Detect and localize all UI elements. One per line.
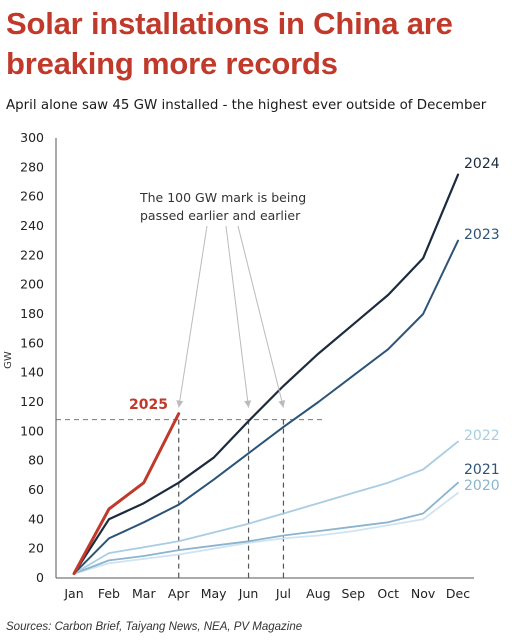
y-tick-label: 180 <box>20 306 44 321</box>
x-tick-label: Nov <box>411 586 436 601</box>
line-chart: 0 20 40 60 80 100 120 140 160 180 200 220 240 260 280 3… <box>3 130 500 601</box>
annotation-arrowhead <box>176 400 184 408</box>
series-label-2021: 2021 <box>464 462 500 478</box>
milestone-drop-lines <box>178 419 285 578</box>
axes: 0 20 40 60 80 100 120 140 160 180 200 220 240 260 280 3… <box>3 130 474 601</box>
series-line-2020 <box>73 491 459 575</box>
chart-subtitle: April alone saw 45 GW installed - the hi… <box>6 98 487 113</box>
x-tick-label: Feb <box>98 586 120 601</box>
annotation-arrowhead <box>278 399 286 408</box>
series-line-2024 <box>72 173 460 575</box>
y-tick-label: 40 <box>28 511 44 526</box>
y-tick-label: 160 <box>20 335 44 350</box>
x-tick-label: Oct <box>377 586 399 601</box>
chart-title: Solar installations in China are breakin… <box>6 6 453 81</box>
y-tick-label: 280 <box>20 159 44 174</box>
series-line-2025 <box>72 412 181 576</box>
annotation-layer: The 100 GW mark is being passed earlier a… <box>139 190 306 408</box>
series-label-2024: 2024 <box>464 156 500 172</box>
annotation-arrow <box>178 225 208 408</box>
y-tick-label: 260 <box>20 189 44 204</box>
x-tick-label: Sep <box>341 586 365 601</box>
y-tick-label: 200 <box>20 277 44 292</box>
y-tick-label: 140 <box>20 365 44 380</box>
y-tick-label: 80 <box>28 453 44 468</box>
source-note: Sources: Carbon Brief, Taiyang News, NEA… <box>6 621 303 633</box>
x-tick-label: Jun <box>238 586 259 601</box>
x-tick-label: Aug <box>306 586 330 601</box>
series-label-2023: 2023 <box>464 227 500 243</box>
series-label-2025: 2025 <box>129 397 168 413</box>
x-tick-label: Jan <box>63 586 83 601</box>
annotation-arrowhead <box>244 400 252 408</box>
series-line-2022 <box>73 440 459 575</box>
x-tick-label: Apr <box>168 586 190 601</box>
annotation-text: The 100 GW mark is being <box>139 190 306 205</box>
y-tick-label: 240 <box>20 218 44 233</box>
series-label-2020: 2020 <box>464 478 500 494</box>
y-tick-label: 220 <box>20 247 44 262</box>
series-lines <box>72 173 460 576</box>
x-tick-label: Mar <box>132 586 156 601</box>
y-tick-label: 0 <box>36 570 44 585</box>
y-tick-label: 100 <box>20 423 44 438</box>
y-axis-title: GW <box>3 351 14 369</box>
annotation-text: passed earlier and earlier <box>140 208 301 223</box>
annotation-arrow <box>225 225 250 408</box>
x-tick-label: May <box>201 586 227 601</box>
series-line-2021 <box>73 481 459 575</box>
y-tick-label: 300 <box>20 130 44 145</box>
series-line-2023 <box>73 239 459 575</box>
y-tick-label: 60 <box>28 482 44 497</box>
x-tick-label: Dec <box>446 586 470 601</box>
y-tick-label: 20 <box>28 541 44 556</box>
y-tick-label: 120 <box>20 394 44 409</box>
x-tick-label: Jul <box>275 586 291 601</box>
series-label-2022: 2022 <box>464 428 500 444</box>
annotation-arrow <box>237 225 284 408</box>
